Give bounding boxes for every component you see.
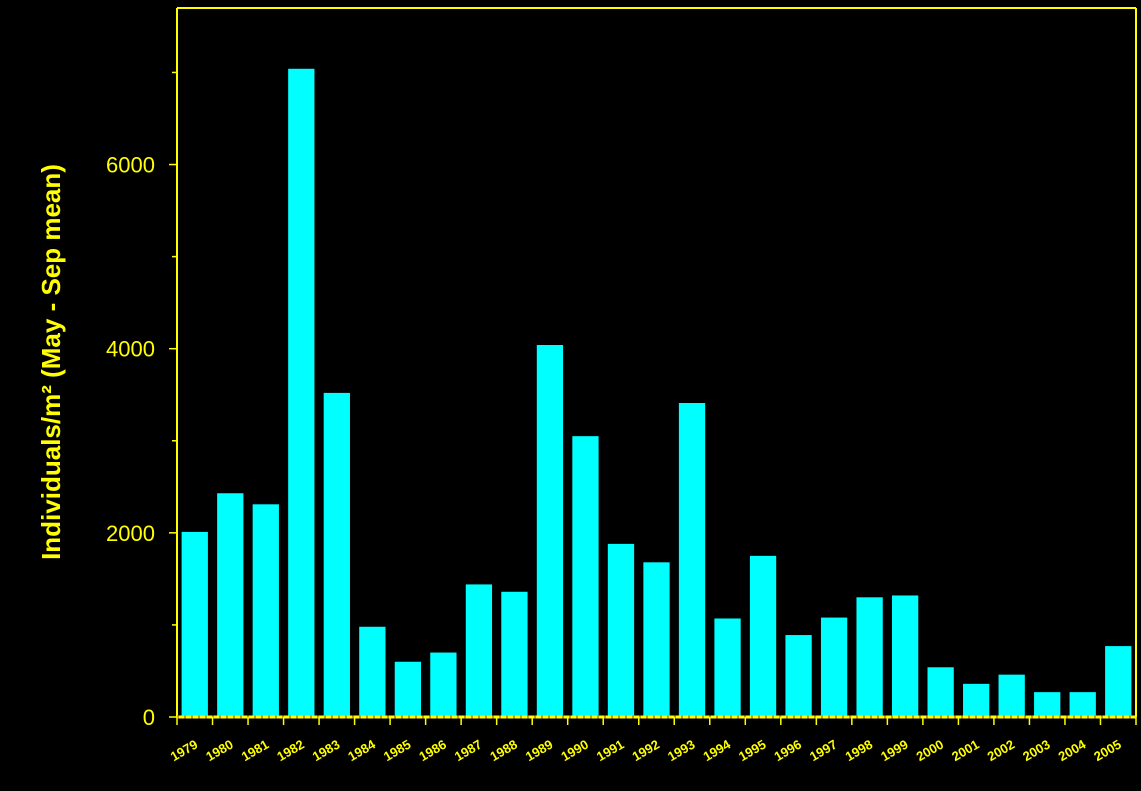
bar-1996 [785,635,812,717]
bar-1989 [536,345,564,717]
bar-1980 [217,493,244,717]
bar-1997 [820,617,848,717]
bar-2003 [1034,692,1061,717]
bar-1987 [465,584,493,717]
bar-2002 [998,674,1025,717]
y-tick-label: 2000 [106,521,155,546]
bar-1993 [678,403,706,717]
bar-1991 [607,543,635,717]
bar-1985 [394,661,422,717]
bar-1986 [430,652,457,717]
bar-1979 [181,531,208,717]
bar-1984 [359,626,386,717]
bar-1994 [714,618,741,717]
axes-group [176,7,1137,719]
bars-group [181,68,1132,717]
bar-1983 [323,392,350,717]
y-tick-label: 6000 [106,153,155,178]
bar-1992 [643,562,670,717]
bar-2004 [1069,692,1096,717]
bar-1995 [749,555,777,717]
y-ticks-group: 0 2000 4000 6000 [106,71,177,730]
bar-1981 [252,504,279,717]
y-axis-label: Individuals/m² (May - Sep mean) [36,164,66,560]
bar-1988 [501,591,528,717]
bar-1998 [856,597,883,717]
bar-2001 [963,683,990,717]
bar-2000 [927,667,954,717]
y-tick-label: 0 [143,705,155,730]
bar-1982 [288,68,315,717]
bar-2005 [1105,646,1132,717]
bar-1999 [891,595,919,717]
bar-1990 [572,436,599,717]
y-tick-label: 4000 [106,337,155,362]
